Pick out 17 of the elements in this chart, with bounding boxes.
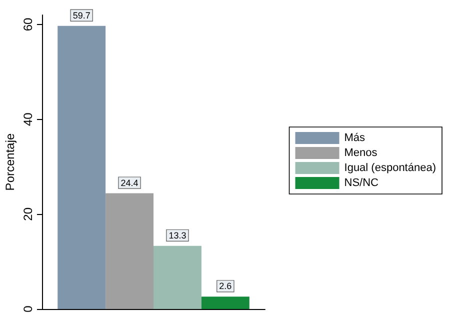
y-tick-label: 60 [21, 17, 35, 32]
bar [58, 26, 106, 309]
bar [154, 246, 202, 309]
data-label: 24.4 [120, 178, 138, 188]
legend-label: NS/NC [344, 177, 379, 189]
y-tick-label: 20 [21, 207, 35, 221]
legend-label: Más [344, 132, 366, 144]
legend-label: Menos [344, 147, 378, 159]
data-label: 2.6 [219, 281, 232, 292]
data-label: 13.3 [168, 230, 186, 240]
data-label: 59.7 [72, 10, 90, 20]
bar [106, 193, 154, 309]
y-tick-label: 40 [21, 112, 35, 126]
y-axis-title: Porcentaje [3, 132, 17, 191]
legend-label: Igual (espontánea) [344, 162, 436, 174]
y-tick-label: 0 [21, 305, 35, 312]
bar [201, 296, 250, 309]
